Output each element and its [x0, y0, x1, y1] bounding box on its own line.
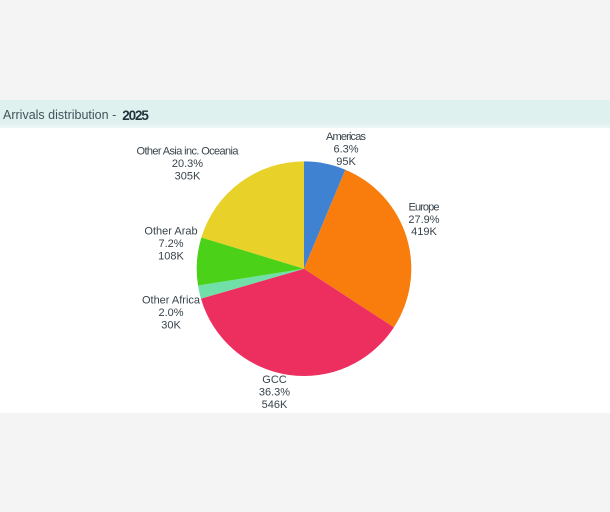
svg-text:Europe: Europe	[409, 201, 440, 213]
svg-text:Other Arab: Other Arab	[144, 226, 197, 238]
svg-text:36.3%: 36.3%	[259, 387, 290, 399]
svg-text:Other Asia inc. Oceania: Other Asia inc. Oceania	[137, 146, 240, 158]
svg-text:95K: 95K	[336, 156, 356, 168]
svg-text:20.3%: 20.3%	[172, 158, 203, 170]
svg-text:2.0%: 2.0%	[158, 307, 183, 319]
svg-text:546K: 546K	[262, 399, 288, 411]
svg-text:419K: 419K	[411, 226, 437, 238]
svg-text:6.3%: 6.3%	[333, 144, 358, 156]
svg-text:305K: 305K	[175, 170, 201, 182]
svg-text:108K: 108K	[158, 250, 184, 262]
svg-text:27.9%: 27.9%	[408, 214, 439, 226]
svg-text:Arrivals distribution - 2025: Arrivals distribution - 2025	[3, 108, 149, 123]
svg-text:30K: 30K	[161, 320, 181, 332]
svg-text:Americas: Americas	[326, 131, 367, 143]
svg-text:GCC: GCC	[262, 374, 287, 386]
svg-text:Other Africa: Other Africa	[142, 295, 201, 307]
svg-text:7.2%: 7.2%	[158, 238, 183, 250]
